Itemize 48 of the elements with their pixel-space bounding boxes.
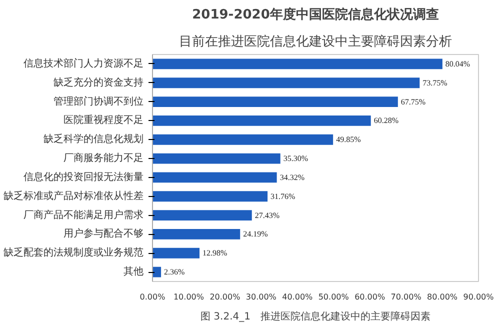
bar [152,78,420,88]
y-tick-label: 管理部门协调不到位 [54,95,144,108]
y-tick-label: 缺乏配套的法规制度或业务规范 [4,246,144,259]
data-label: 24.19% [243,230,268,239]
x-tick-label: 70.00% [390,292,422,302]
data-label: 67.75% [400,97,426,106]
x-tick-label: 80.00% [427,292,458,302]
y-tick-label: 缺乏标准或产品对标准依从性差 [4,190,144,202]
data-label: 12.98% [202,248,228,258]
y-tick-label: 医院重视程度不足 [64,114,144,126]
data-label: 2.36% [164,268,186,277]
x-tick-label: 30.00% [246,292,277,302]
bar [152,134,334,145]
bar [152,210,252,220]
x-tick-label: 40.00% [282,292,314,302]
caption: 图 3.2.4_1 推进医院信息化建设中的主要障碍因素 [200,310,431,322]
bar [152,229,240,240]
x-tick-label: 90.00% [463,292,494,302]
bar [152,116,371,126]
data-label: 35.30% [283,154,308,164]
chart-subtitle: 目前在推进医院信息化建设中主要障碍因素分析 [179,34,452,50]
bar [152,172,277,183]
x-tick-label: 50.00% [318,292,350,302]
data-label: 27.43% [254,210,280,220]
y-tick-label: 其他 [124,266,144,278]
data-label: 60.28% [374,116,399,126]
bar [152,248,200,258]
bar [152,58,442,70]
y-tick-label: 缺乏科学的信息化规划 [44,133,144,146]
bar [152,191,268,202]
data-label: 31.76% [270,192,296,201]
x-tick-label: 10.00% [173,292,204,302]
y-tick-label: 厂商服务能力不足 [64,152,144,164]
y-tick-label: 用户参与配合不够 [64,228,144,240]
x-tick-label: 0.00% [140,292,166,302]
data-label: 73.75% [422,78,448,88]
chart-title: 2019-2020年度中国医院信息化状况调查 [192,6,439,22]
x-tick-label: 20.00% [210,292,241,302]
bar [152,96,398,107]
y-tick-label: 缺乏充分的资金支持 [54,76,144,88]
x-tick-label: 60.00% [354,292,386,302]
data-label: 80.04% [445,59,470,68]
data-label: 34.32% [280,172,305,182]
y-tick-label: 信息技术部门人力资源不足 [24,57,144,70]
data-label: 49.85% [336,135,362,144]
bar [152,153,280,164]
y-tick-label: 厂商产品不能满足用户需求 [24,208,144,221]
y-tick-label: 信息化的投资回报无法衡量 [24,170,144,183]
